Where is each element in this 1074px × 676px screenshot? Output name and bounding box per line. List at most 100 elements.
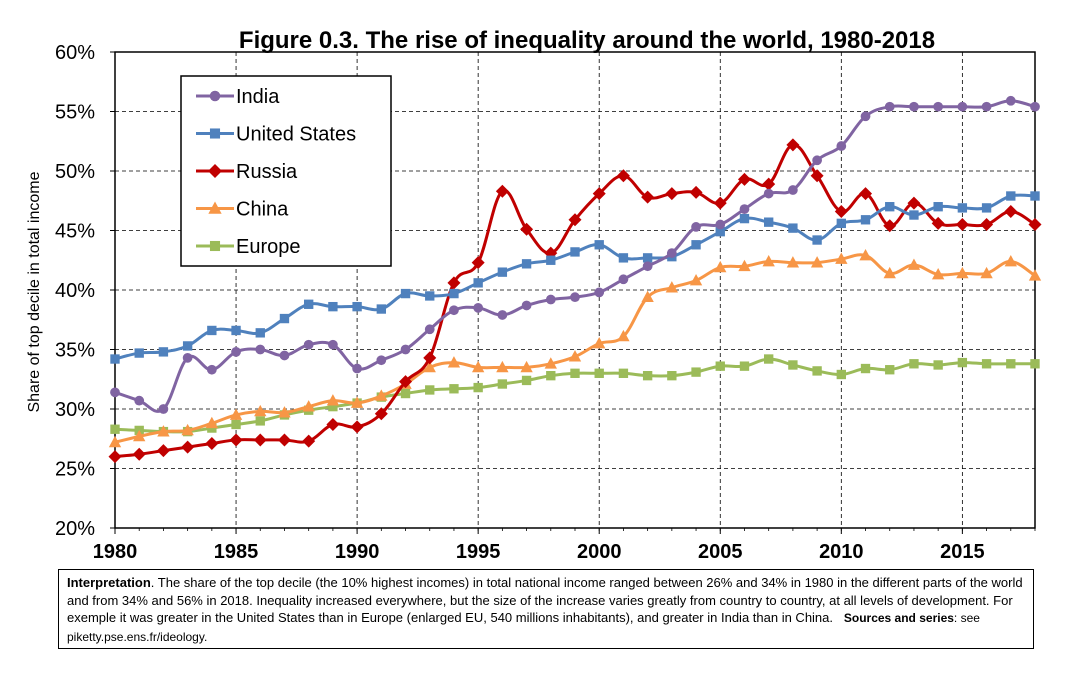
data-point — [642, 253, 653, 263]
data-point — [933, 360, 943, 370]
data-point — [909, 101, 919, 112]
data-point — [981, 101, 992, 112]
y-tick-label: 20% — [55, 518, 95, 540]
data-point — [156, 444, 170, 458]
data-point — [449, 305, 459, 316]
legend-item: United States — [196, 124, 356, 146]
series-group — [108, 95, 1042, 464]
data-point — [546, 255, 556, 265]
legend-item: Russia — [196, 161, 298, 183]
legend-item: India — [196, 86, 280, 108]
data-point — [110, 354, 120, 364]
y-tick-label: 25% — [55, 459, 95, 481]
legend-marker — [209, 240, 221, 252]
data-point — [400, 388, 411, 399]
data-point — [836, 141, 847, 151]
data-point — [400, 344, 411, 355]
data-point — [157, 425, 170, 437]
data-point — [352, 363, 362, 374]
data-point — [594, 368, 604, 378]
data-point — [1004, 254, 1017, 267]
data-point — [1028, 218, 1042, 232]
data-point — [496, 360, 509, 373]
data-point — [425, 291, 435, 301]
data-point — [715, 227, 725, 237]
data-point — [449, 288, 459, 299]
data-point — [957, 203, 968, 213]
data-point — [495, 184, 509, 198]
data-point — [1005, 95, 1016, 106]
data-point — [134, 395, 145, 406]
data-point — [207, 325, 217, 336]
data-point — [350, 396, 364, 408]
data-point — [860, 215, 871, 225]
data-point — [981, 203, 992, 213]
data-point — [231, 419, 241, 430]
data-point — [254, 404, 267, 417]
data-point — [229, 433, 243, 447]
data-point — [181, 440, 195, 454]
data-point — [447, 356, 461, 368]
data-point — [132, 447, 146, 461]
data-point — [641, 190, 655, 204]
data-point — [328, 339, 338, 350]
data-point — [181, 423, 194, 436]
data-point — [546, 371, 556, 381]
sources-text: : see piketty.pse.ens.fr/ideology. — [67, 611, 980, 644]
interpretation-text: . The share of the top decile (the 10% h… — [67, 575, 1023, 625]
data-point — [957, 357, 968, 368]
data-point — [763, 188, 774, 199]
data-point — [328, 301, 338, 312]
data-point — [691, 240, 701, 250]
data-point — [134, 348, 144, 358]
data-point — [618, 274, 629, 285]
data-point — [812, 235, 822, 245]
data-point — [1006, 359, 1016, 369]
data-point — [786, 256, 800, 268]
data-point — [278, 406, 291, 418]
data-point — [302, 434, 316, 448]
data-point — [520, 222, 534, 236]
data-point — [788, 360, 798, 370]
data-point — [497, 379, 508, 389]
data-point — [739, 213, 750, 224]
data-point — [738, 259, 751, 272]
data-point — [110, 387, 120, 398]
data-point — [907, 258, 921, 270]
data-point — [666, 248, 677, 258]
data-point — [883, 266, 896, 279]
legend-label: China — [236, 199, 289, 221]
data-point — [834, 204, 848, 218]
data-point — [713, 196, 727, 210]
data-point — [642, 261, 653, 272]
data-point — [205, 437, 219, 451]
x-tick-label: 1990 — [335, 541, 380, 563]
data-point — [326, 394, 340, 406]
data-point — [836, 369, 846, 380]
data-point — [350, 420, 364, 434]
data-point — [497, 310, 508, 320]
x-tick-label: 2010 — [819, 541, 864, 563]
series-europe — [110, 354, 1040, 437]
data-point — [423, 360, 436, 373]
data-point — [255, 344, 266, 355]
data-point — [689, 273, 703, 286]
y-tick-label: 50% — [55, 161, 95, 183]
data-point — [933, 101, 944, 112]
data-point — [594, 287, 605, 298]
chart-title: Figure 0.3. The rise of inequality aroun… — [239, 27, 935, 54]
data-point — [328, 401, 338, 412]
data-point — [618, 368, 629, 378]
data-point — [883, 219, 897, 233]
data-point — [253, 433, 267, 447]
y-tick-label: 55% — [55, 102, 95, 124]
data-point — [885, 202, 895, 212]
series-united-states — [110, 191, 1040, 364]
data-point — [133, 429, 146, 442]
data-point — [617, 329, 630, 342]
data-point — [1028, 269, 1042, 281]
data-point — [326, 417, 340, 431]
data-point — [955, 218, 969, 232]
data-point — [570, 247, 580, 257]
data-point — [1030, 191, 1040, 201]
